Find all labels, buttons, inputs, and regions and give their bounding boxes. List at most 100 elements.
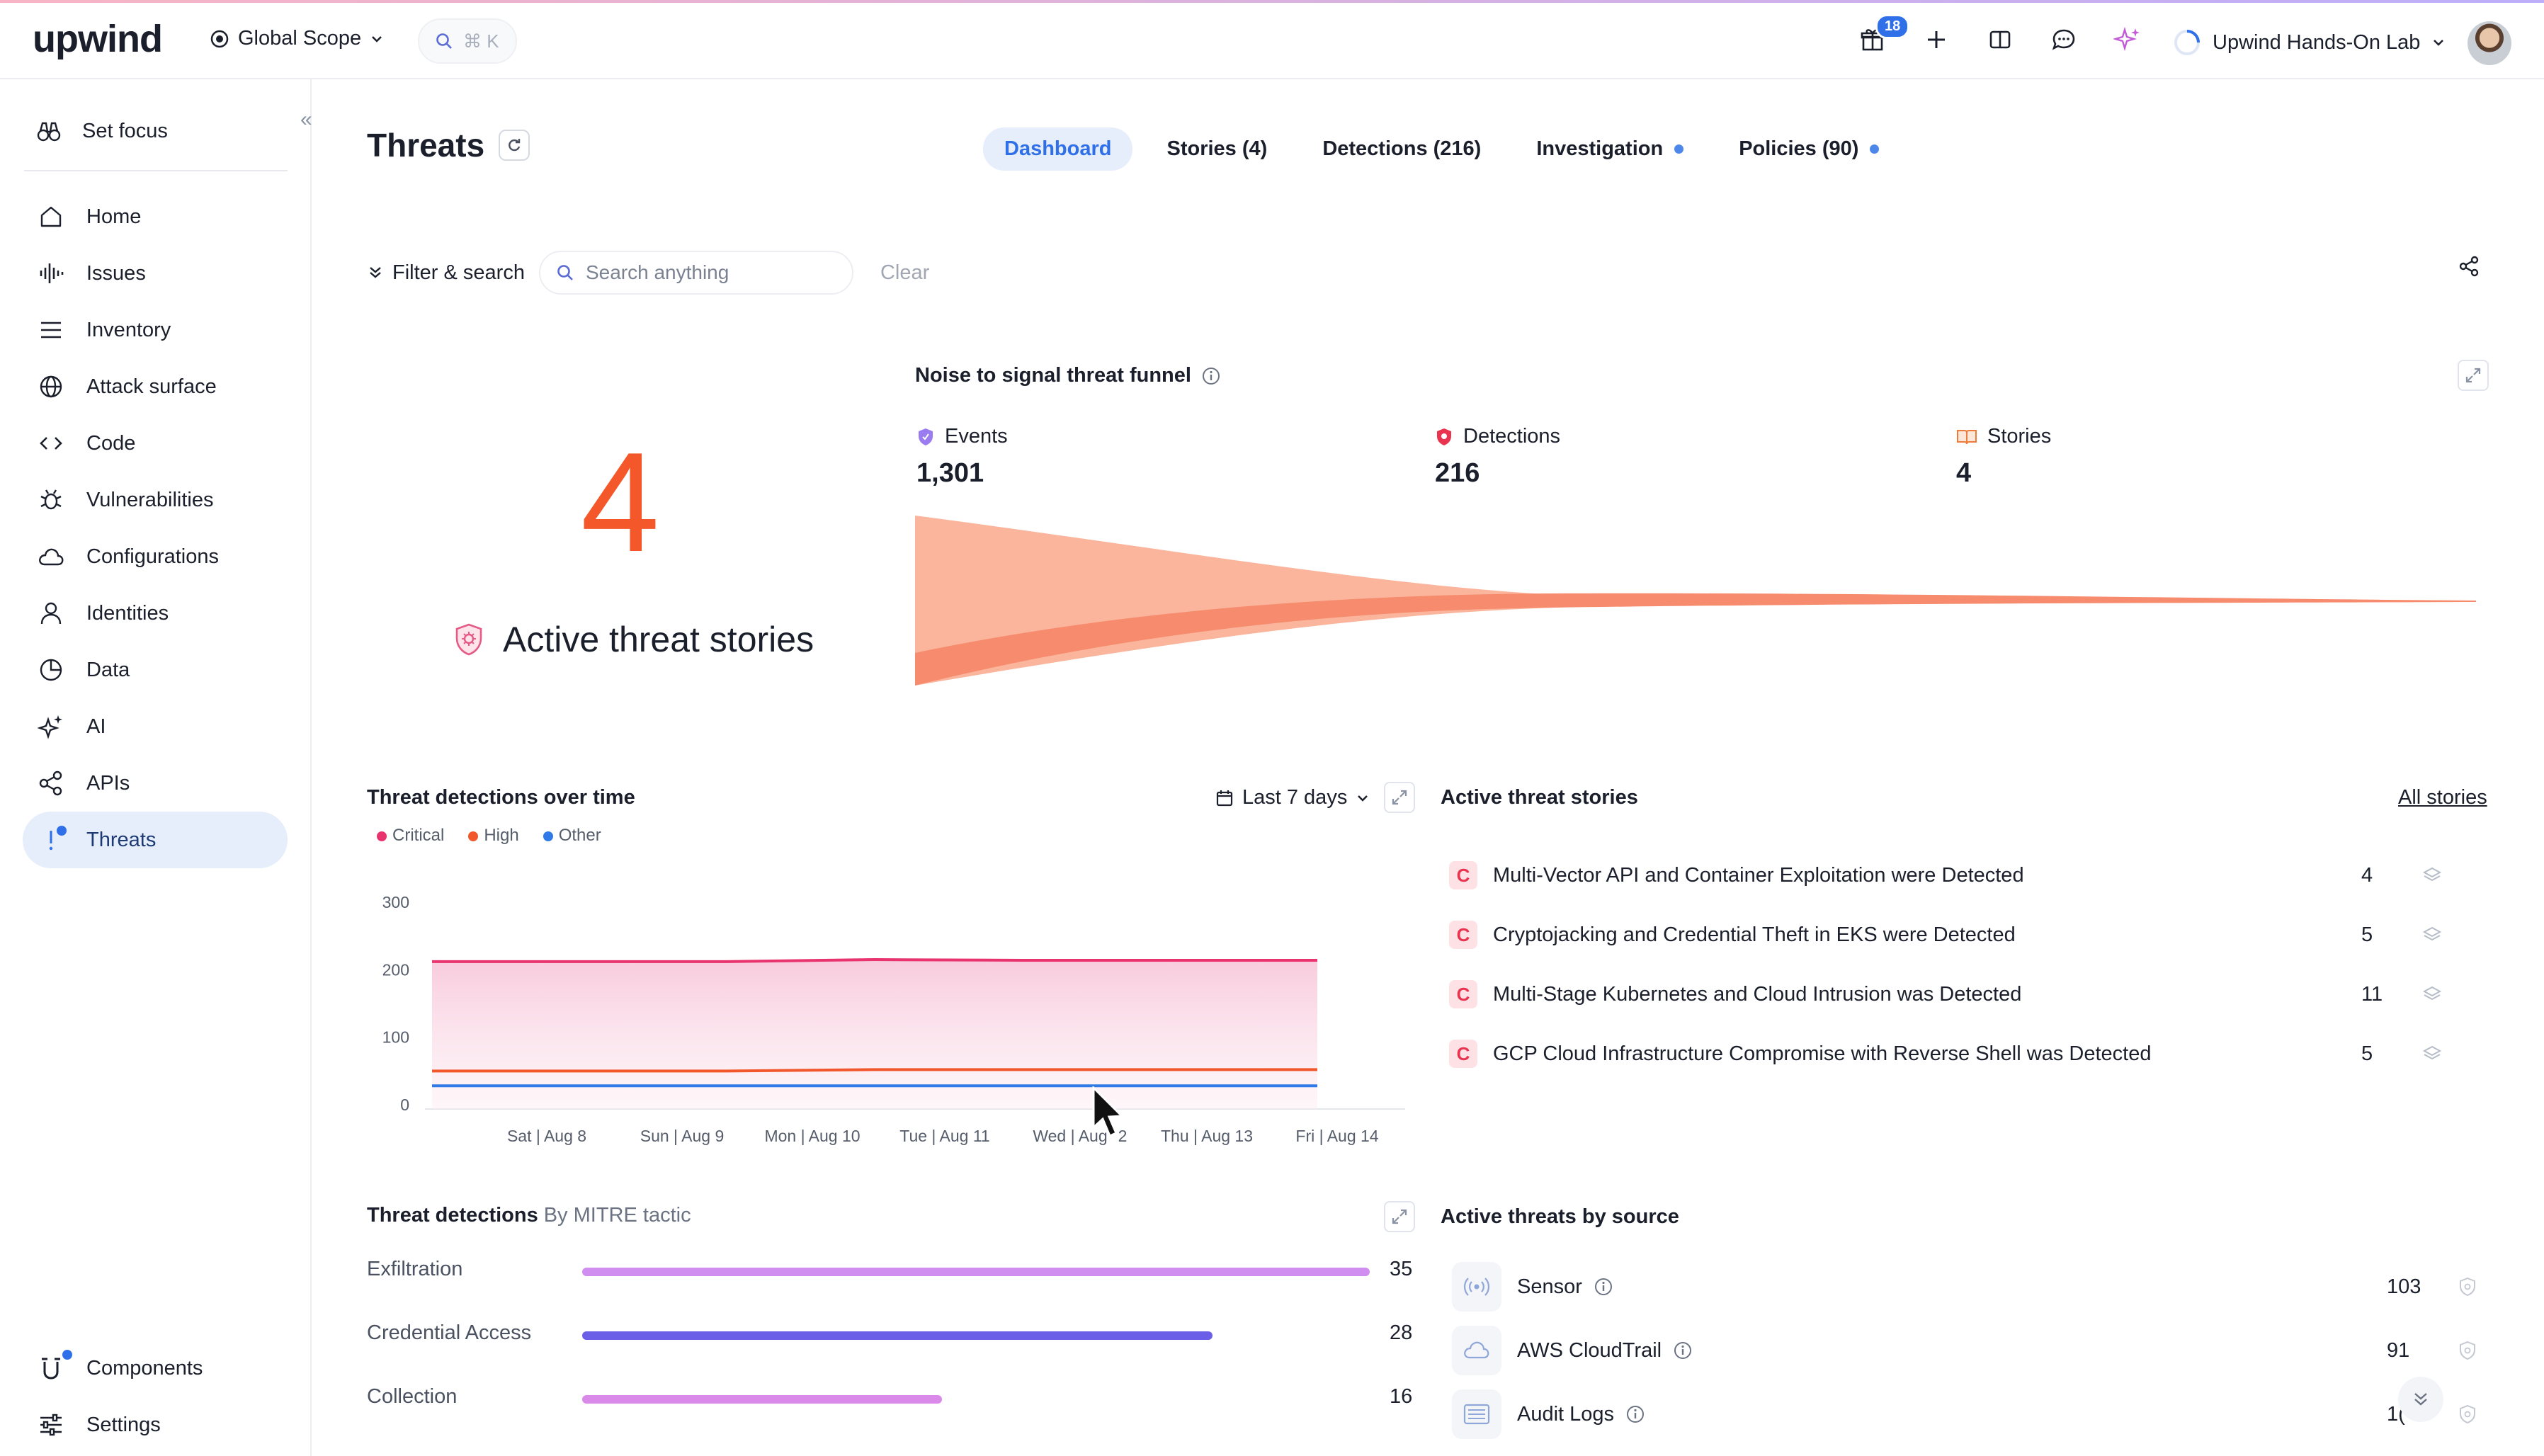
sidebar-item-label: Issues [86,261,146,285]
tab-dashboard[interactable]: Dashboard [983,127,1133,171]
mitre-value: 28 [1390,1321,1413,1344]
story-row[interactable]: C Multi-Stage Kubernetes and Cloud Intru… [1449,965,2455,1024]
sources-title: Active threats by source [1441,1205,1679,1228]
tab-detections[interactable]: Detections (216) [1301,127,1502,171]
funnel-stat-events: Events 1,301 [916,425,1008,489]
filter-search-toggle[interactable]: Filter & search [367,261,525,285]
source-row-audit-logs[interactable]: Audit Logs 1( [1452,1389,2479,1439]
gift-button[interactable]: 18 [1856,14,1910,57]
search-shortcut: ⌘ K [463,30,499,52]
docs-button[interactable] [1983,23,2017,57]
date-range-selector[interactable]: Last 7 days [1215,786,1370,809]
mitre-label: Exfiltration [367,1258,463,1280]
sidebar-item-apis[interactable]: APIs [23,755,288,812]
expand-icon [1392,1209,1407,1224]
sidebar-item-settings[interactable]: Settings [23,1397,288,1453]
sidebar-item-label: Home [86,205,142,228]
ai-assistant-button[interactable] [2111,23,2145,57]
global-search-button[interactable]: ⌘ K [418,18,517,64]
scope-selector[interactable]: Global Scope [210,27,384,50]
tab-policies[interactable]: Policies (90) [1717,127,1900,171]
shield-outline-icon [2460,1341,2475,1360]
source-name: Audit Logs [1517,1402,1615,1426]
sidebar-item-label: Threats [86,828,157,851]
exclamation-icon [49,831,53,851]
search-input[interactable] [585,261,827,284]
source-count: 91 [2387,1338,2410,1362]
search-icon [557,265,573,280]
sidebar-item-home[interactable]: Home [23,188,288,245]
sidebar-item-issues[interactable]: Issues [23,245,288,302]
clear-button[interactable]: Clear [880,261,930,284]
sidebar-item-configurations[interactable]: Configurations [23,528,288,585]
mitre-expand-button[interactable] [1384,1201,1415,1232]
mitre-row-exfiltration[interactable]: Exfiltration 35 [367,1258,1415,1286]
double-chevron-down-icon [2414,1393,2427,1406]
source-row-sensor[interactable]: Sensor 103 [1452,1262,2479,1312]
user-avatar[interactable] [2468,21,2511,65]
threats-indicator-dot [57,826,67,836]
pie-icon [40,659,62,681]
refresh-button[interactable] [499,130,530,161]
legend-other[interactable]: Other [543,826,601,846]
funnel-expand-button[interactable] [2458,360,2489,391]
search-field[interactable] [538,251,853,295]
legend-critical[interactable]: Critical [377,826,444,846]
sidebar-item-label: APIs [86,771,130,795]
story-count: 5 [2361,923,2373,946]
info-icon[interactable] [1594,1277,1613,1297]
sidebar-item-vulnerabilities[interactable]: Vulnerabilities [23,472,288,528]
gift-icon [1861,29,1885,51]
log-icon [1463,1404,1490,1425]
story-row[interactable]: C Cryptojacking and Credential Theft in … [1449,905,2455,965]
story-count: 4 [2361,863,2373,887]
share-button[interactable] [2458,255,2480,281]
plus-icon [1928,31,1945,48]
sidebar-item-attack-surface[interactable]: Attack surface [23,358,288,415]
critical-badge: C [1449,980,1477,1008]
scroll-down-button[interactable] [2398,1377,2443,1422]
tab-stories[interactable]: Stories (4) [1145,127,1288,171]
sidebar-item-label: Inventory [86,318,171,341]
mitre-row-collection[interactable]: Collection 16 [367,1385,1415,1414]
story-row[interactable]: C GCP Cloud Infrastructure Compromise wi… [1449,1024,2455,1084]
x-tick-label: Sun | Aug 9 [640,1127,725,1145]
org-selector[interactable]: Upwind Hands-On Lab [2173,28,2446,57]
x-tick-label: Mon | Aug 10 [764,1127,860,1145]
source-row-aws-cloudtrail[interactable]: AWS CloudTrail 91 [1452,1326,2479,1375]
sidebar-item-components[interactable]: Components [23,1340,288,1397]
inventory-icon [41,322,61,339]
chart-expand-button[interactable] [1384,782,1415,813]
sidebar-item-data[interactable]: Data [23,642,288,698]
info-icon[interactable] [1673,1341,1693,1360]
sidebar-item-ai[interactable]: AI [23,698,288,755]
calendar-icon [1216,790,1233,806]
mitre-label: Collection [367,1385,458,1408]
collapse-sidebar-icon[interactable]: « [300,108,312,131]
tab-investigation[interactable]: Investigation [1515,127,1705,171]
binoculars-icon [37,122,61,142]
mitre-row-credential-access[interactable]: Credential Access 28 [367,1321,1415,1350]
add-button[interactable] [1919,23,1953,57]
set-focus-button[interactable]: Set focus [35,118,168,144]
upwind-logo[interactable]: upwind [33,18,163,60]
legend-high[interactable]: High [468,826,519,846]
sidebar-item-identities[interactable]: Identities [23,585,288,642]
info-icon[interactable] [1625,1404,1645,1424]
sidebar-item-inventory[interactable]: Inventory [23,302,288,358]
notification-badge: 18 [1875,14,1910,39]
story-row[interactable]: C Multi-Vector API and Container Exploit… [1449,846,2455,905]
sidebar-item-threats[interactable]: Threats [23,812,288,868]
sidebar-item-label: Code [86,431,136,455]
source-name: Sensor [1517,1275,1582,1298]
refresh-icon [509,139,521,152]
legend-label: High [484,826,519,845]
sidebar-nav: Home Issues Inventory Attack surface Cod… [23,188,288,868]
info-icon[interactable] [1201,366,1221,386]
filter-label: Filter & search [392,261,525,284]
all-stories-link[interactable]: All stories [2398,786,2487,809]
sidebar-item-code[interactable]: Code [23,415,288,472]
chat-button[interactable] [2047,23,2081,57]
shield-virus-icon [455,623,482,656]
y-tick-label: 200 [382,960,409,979]
